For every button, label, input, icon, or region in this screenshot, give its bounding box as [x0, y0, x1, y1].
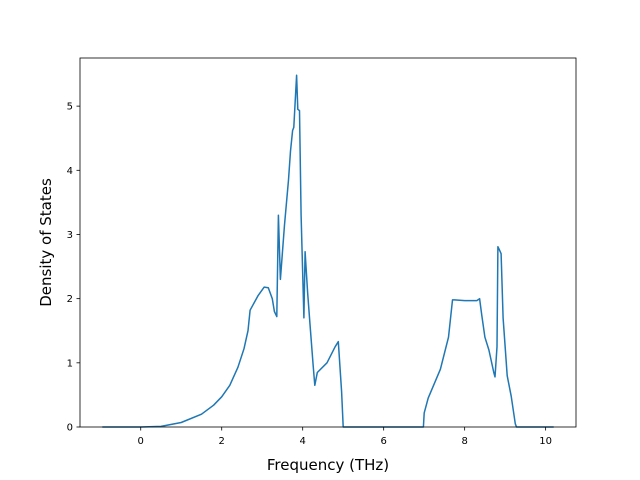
y-axis-label: Density of States [37, 178, 55, 307]
x-tick-label: 4 [300, 436, 306, 447]
series-line-0 [102, 74, 554, 428]
x-tick-label: 0 [138, 436, 144, 447]
x-axis-label: Frequency (THz) [267, 456, 389, 474]
y-tick-label: 0 [67, 423, 73, 434]
y-tick-label: 1 [67, 358, 73, 369]
y-tick-label: 4 [67, 166, 73, 177]
x-tick-label: 8 [461, 436, 467, 447]
y-tick-label: 3 [67, 230, 73, 241]
y-tick-label: 5 [67, 102, 73, 113]
x-tick-label: 2 [219, 436, 225, 447]
x-tick-label: 10 [539, 436, 552, 447]
plot-frame [79, 57, 577, 428]
x-tick-label: 6 [380, 436, 386, 447]
plot-area [80, 58, 576, 427]
y-tick-label: 2 [67, 294, 73, 305]
